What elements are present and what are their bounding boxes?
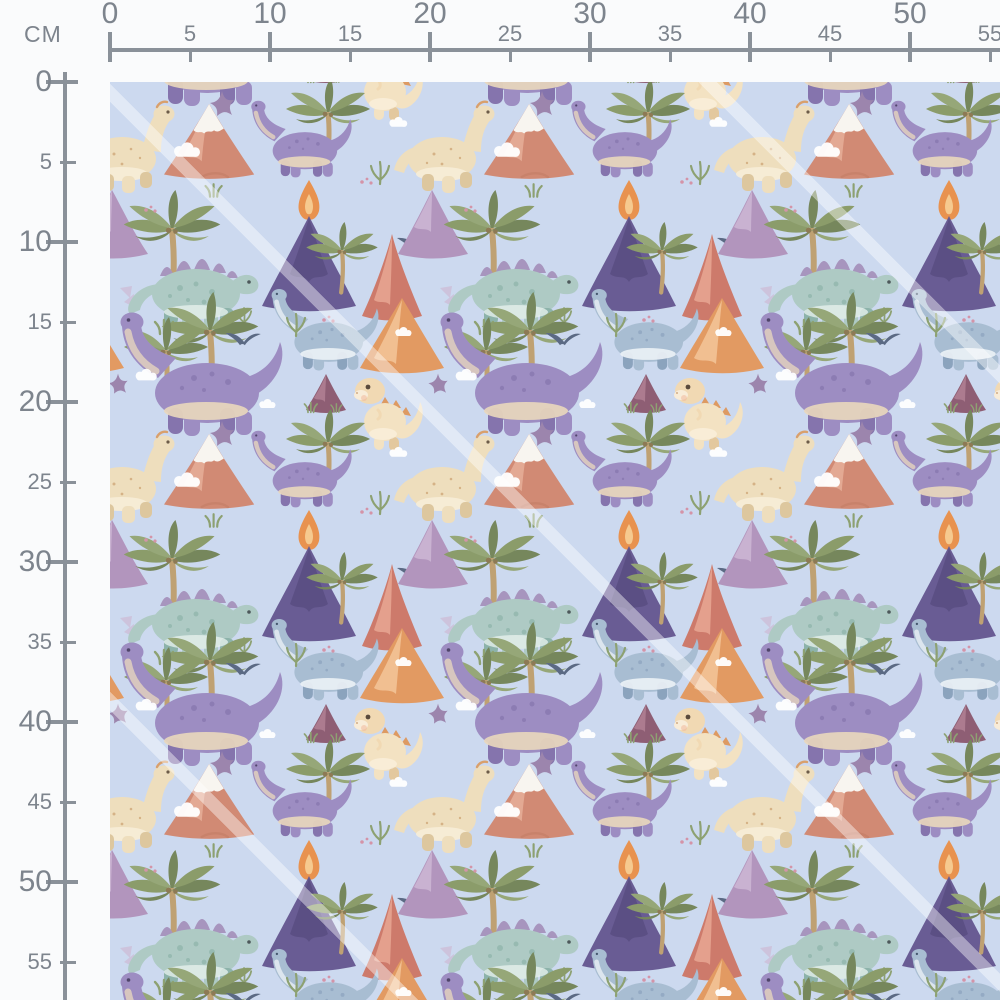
top-tick-25cm — [508, 48, 512, 62]
left-label-50cm: 50 — [18, 865, 52, 898]
top-tick-10cm — [268, 32, 272, 62]
left-tick-35cm — [60, 640, 76, 644]
left-label-40cm: 40 — [18, 705, 52, 738]
top-tick-40cm — [748, 32, 752, 62]
top-label-5cm: 5 — [183, 21, 197, 46]
top-label-0cm: 0 — [101, 0, 119, 30]
unit-label: CM — [24, 21, 62, 47]
left-label-35cm: 35 — [27, 629, 52, 654]
top-tick-30cm — [588, 32, 592, 62]
top-tick-15cm — [348, 48, 352, 62]
top-tick-20cm — [428, 32, 432, 62]
top-tick-55cm — [988, 48, 992, 62]
top-label-20cm: 20 — [413, 0, 447, 30]
left-tick-10cm — [46, 240, 78, 244]
top-label-55cm: 55 — [977, 21, 1000, 46]
top-tick-35cm — [668, 48, 672, 62]
left-tick-15cm — [60, 320, 76, 324]
top-tick-5cm — [188, 48, 192, 62]
left-tick-45cm — [60, 800, 76, 804]
left-tick-0cm — [46, 80, 78, 84]
left-tick-50cm — [46, 880, 78, 884]
top-label-25cm: 25 — [497, 21, 523, 46]
fabric-pattern-fill — [110, 82, 1000, 1000]
left-label-30cm: 30 — [18, 545, 52, 578]
top-tick-45cm — [828, 48, 832, 62]
left-tick-25cm — [60, 480, 76, 484]
left-tick-5cm — [60, 160, 76, 164]
left-tick-40cm — [46, 720, 78, 724]
top-label-50cm: 50 — [893, 0, 927, 30]
left-label-5cm: 5 — [39, 149, 52, 174]
top-tick-0cm — [108, 32, 112, 62]
fabric-preview — [110, 82, 1000, 1000]
left-label-55cm: 55 — [27, 949, 52, 974]
left-label-15cm: 15 — [27, 309, 52, 334]
fabric-pattern-svg — [110, 82, 1000, 1000]
left-label-45cm: 45 — [27, 789, 52, 814]
left-label-0cm: 0 — [35, 65, 52, 98]
left-tick-30cm — [46, 560, 78, 564]
top-label-15cm: 15 — [337, 21, 363, 46]
left-label-25cm: 25 — [27, 469, 52, 494]
top-label-35cm: 35 — [657, 21, 683, 46]
top-label-10cm: 10 — [253, 0, 287, 30]
top-ruler-line — [110, 48, 1000, 52]
top-label-45cm: 45 — [817, 21, 843, 46]
top-label-30cm: 30 — [573, 0, 607, 30]
left-label-20cm: 20 — [18, 385, 52, 418]
left-tick-55cm — [60, 960, 76, 964]
left-ruler-line — [63, 72, 67, 1000]
top-tick-50cm — [908, 32, 912, 62]
left-tick-20cm — [46, 400, 78, 404]
top-label-40cm: 40 — [733, 0, 767, 30]
left-label-10cm: 10 — [18, 225, 52, 258]
